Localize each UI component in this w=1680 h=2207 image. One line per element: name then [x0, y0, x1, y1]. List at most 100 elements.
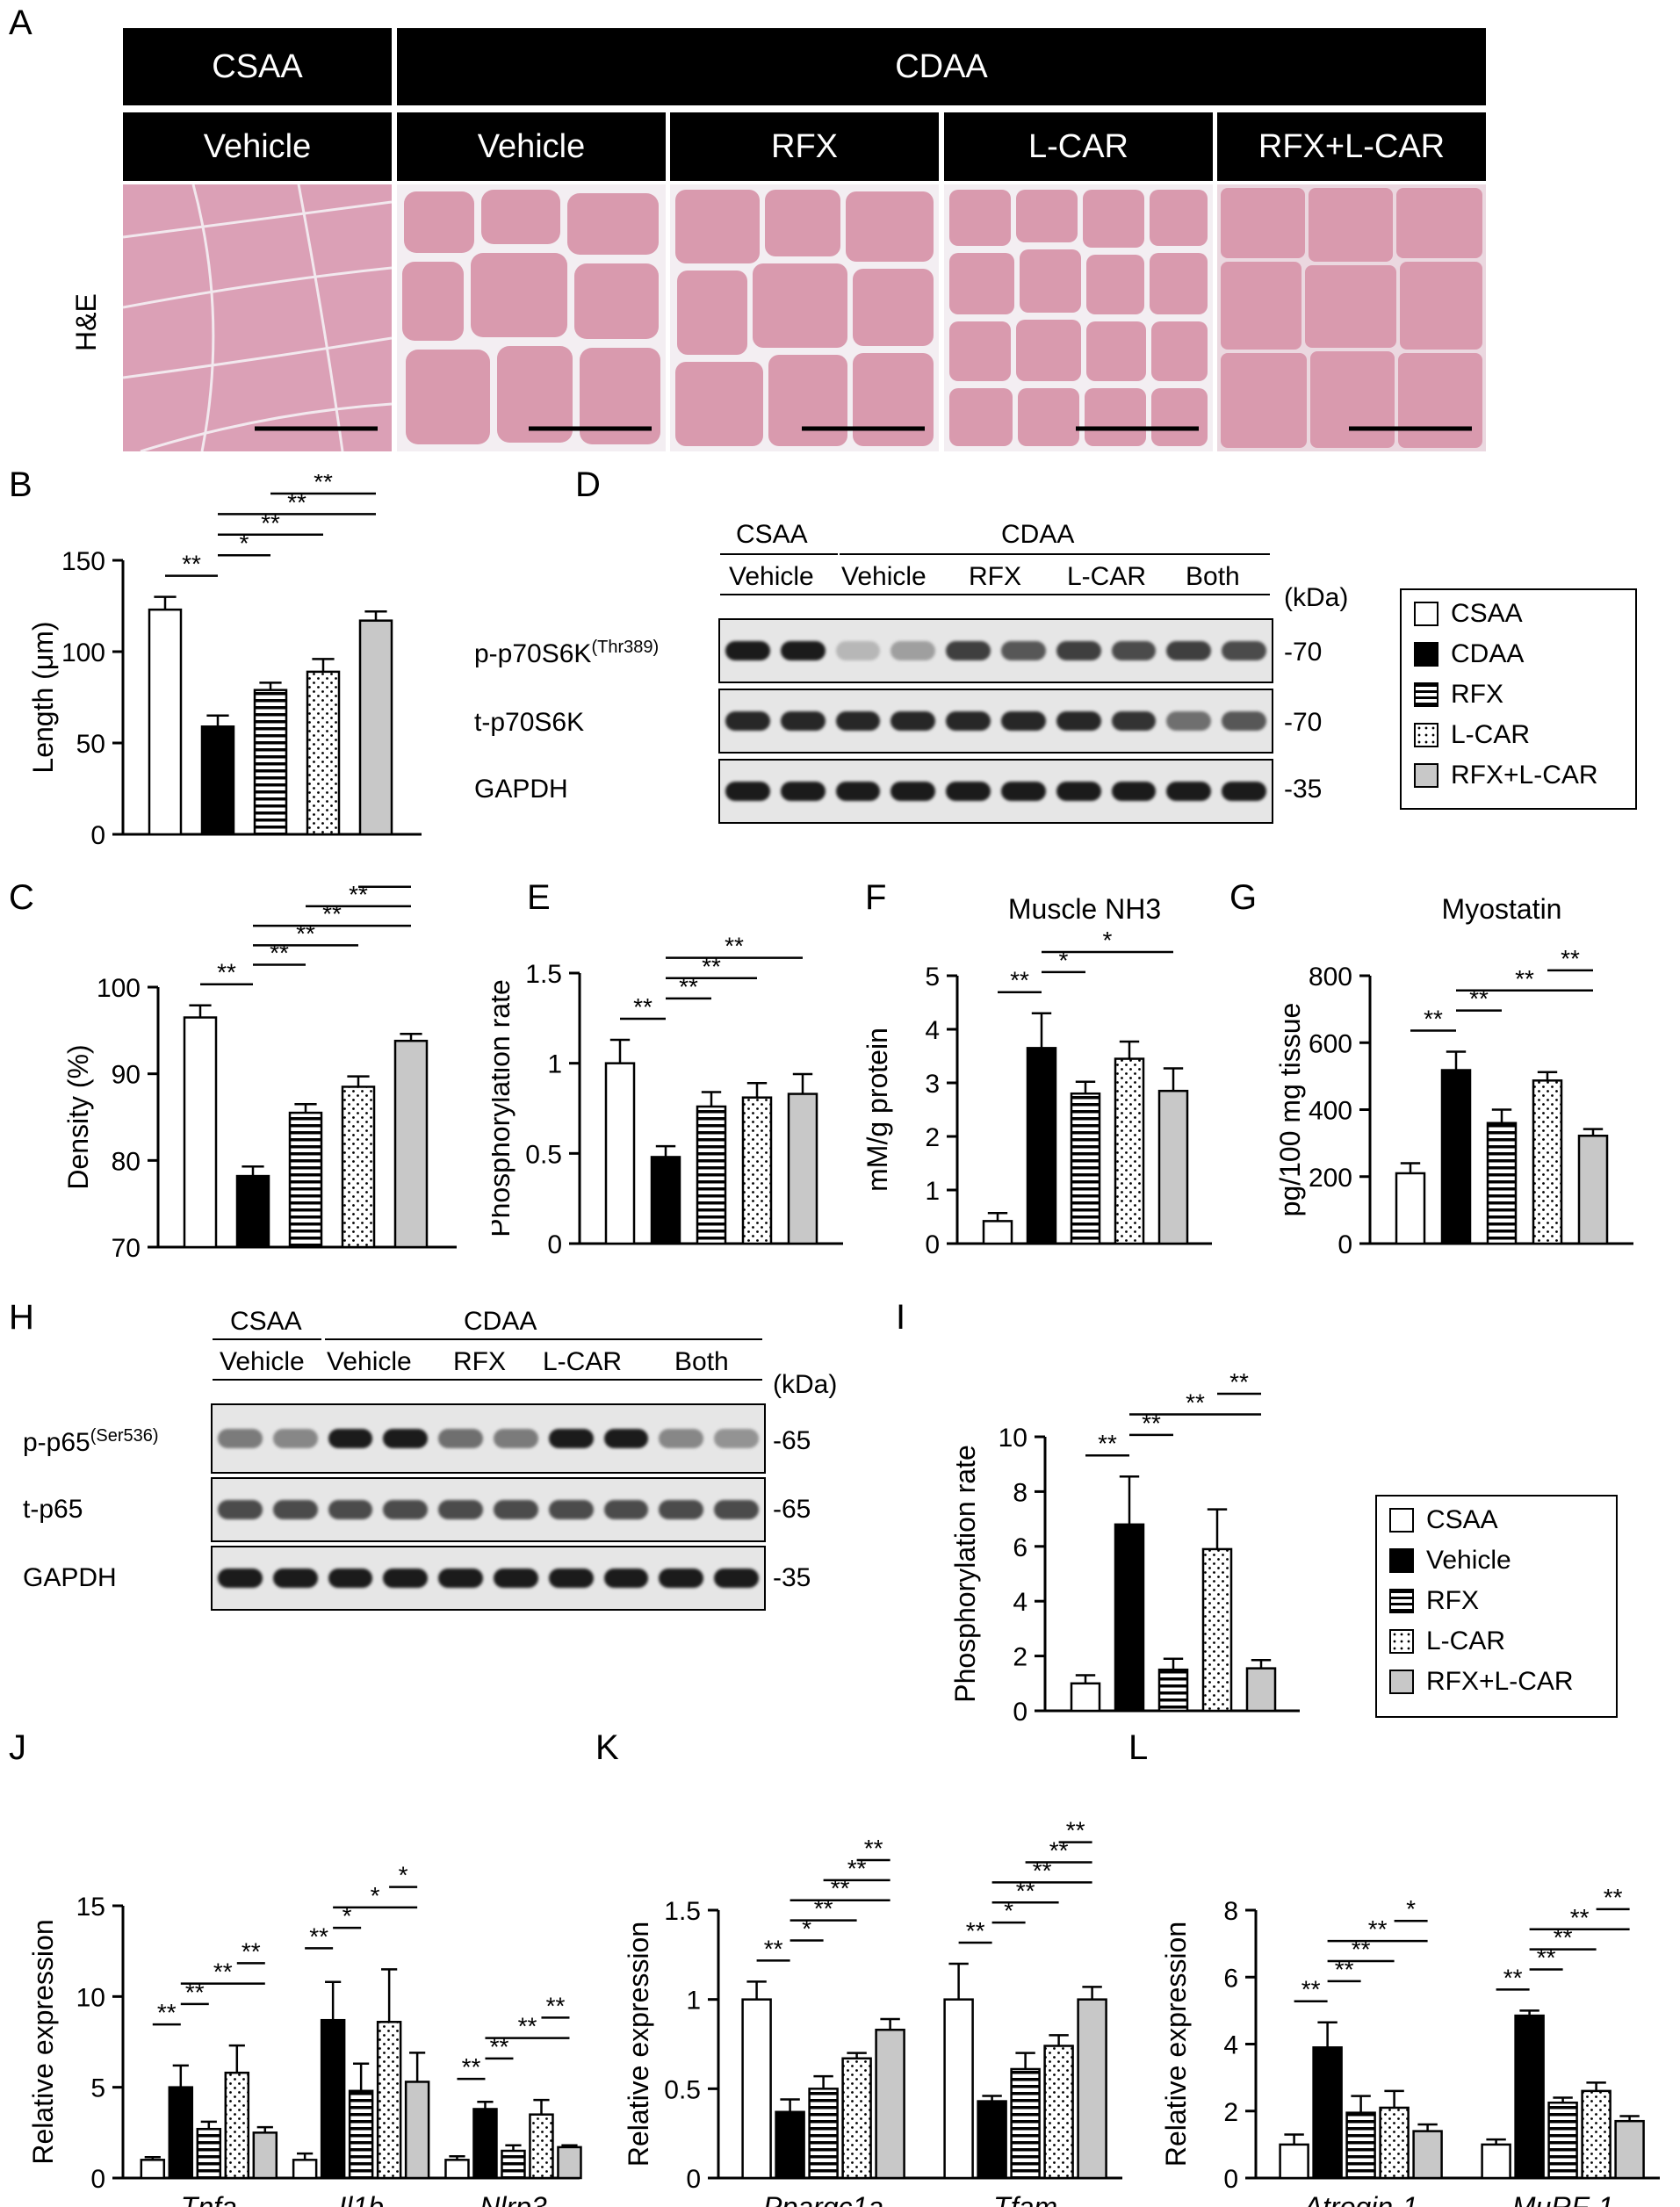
group-header-rfx: RFX	[670, 112, 939, 181]
bar-I-4	[1245, 1667, 1277, 1713]
blot-d-membrane-gapdh	[718, 759, 1273, 824]
sig-I-bracket-label-2: **	[1186, 1388, 1205, 1416]
blot-d-diet-csaa: CSAA	[736, 520, 808, 549]
legend1-swatch-rfx	[1414, 682, 1438, 707]
bar-E-1	[650, 1156, 681, 1245]
panel-label-b: B	[9, 465, 32, 504]
blot-d-band-r2-l5	[1001, 782, 1046, 801]
bar-K-g1-s0	[943, 1998, 974, 2180]
blot-h-band-r2-l0	[218, 1569, 263, 1588]
sig-L-g0-bracket-label-2: **	[1352, 1936, 1371, 1963]
blot-d-band-r0-l5	[1001, 641, 1046, 660]
sig-I-bracket-label-3: **	[1229, 1368, 1249, 1396]
blot-d-band-r1-l7	[1111, 711, 1157, 731]
sig-B-bracket-label-2: **	[261, 509, 280, 537]
legend1-label-cdaa: CDAA	[1451, 639, 1525, 668]
blot-d-band-r2-l8	[1166, 782, 1212, 801]
blot-d-band-r1-l8	[1166, 711, 1212, 731]
sig-B-bracket-label-4: **	[314, 474, 333, 495]
bar-E-0	[604, 1062, 636, 1245]
blot-h-cdaa-line	[325, 1338, 762, 1340]
blot-h-band-r1-l3	[383, 1500, 429, 1519]
legend1-swatch-rfx-lcar	[1414, 763, 1438, 788]
bar-J-g1-s0	[292, 2159, 318, 2180]
y-tick-label-B-1: 50	[76, 730, 105, 759]
bar-I-2	[1157, 1668, 1189, 1713]
blot-d-band-r2-l1	[780, 782, 826, 801]
bar-J-g2-s3	[529, 2113, 554, 2180]
sig-C-bracket-label-2: **	[296, 920, 315, 947]
y-tick-label-L-1: 2	[1223, 2098, 1238, 2127]
category-label-J-2: Nlrp3	[479, 2191, 547, 2207]
blot-h-band-r2-l2	[328, 1569, 373, 1588]
legend2-swatch-rfx-lcar	[1389, 1670, 1414, 1694]
bar-G-0	[1395, 1172, 1426, 1245]
blot-d-group-vehicle-csaa: Vehicle	[729, 562, 814, 591]
panel-label-g: G	[1229, 878, 1258, 917]
y-tick-label-J-3: 15	[76, 1893, 105, 1922]
y-tick-label-E-1: 0.5	[525, 1140, 562, 1169]
blot-d-cdaa-line	[840, 553, 1270, 555]
blot-d-band-r2-l6	[1056, 782, 1101, 801]
legend1-swatch-cdaa	[1414, 642, 1438, 667]
sig-E-bracket-label-2: **	[702, 953, 721, 980]
category-label-K-1: Tfam	[993, 2191, 1057, 2207]
blot-d-group-vehicle: Vehicle	[841, 562, 927, 591]
sig-G-bracket-label-3: **	[1561, 945, 1580, 972]
blot-d-band-r0-l3	[890, 641, 936, 660]
bar-B-0	[148, 608, 183, 836]
blot-d-band-r2-l0	[725, 782, 770, 801]
y-axis-label-L: Relative expression	[1160, 1922, 1192, 2167]
legend2-label-rfx: RFX	[1426, 1586, 1479, 1615]
sig-K-g0-bracket-label-4: **	[847, 1855, 867, 1882]
blot-h-kda-p-p65: -65	[773, 1426, 811, 1455]
y-axis-label-B: Length (μm)	[27, 621, 59, 773]
panel-label-k: K	[595, 1728, 619, 1767]
y-tick-label-B-2: 100	[61, 638, 105, 667]
sig-F-bracket-label-0: **	[1010, 967, 1029, 994]
y-tick-label-F-1: 1	[925, 1177, 940, 1206]
bar-G-2	[1486, 1122, 1518, 1245]
y-axis-label-G: pg/100 mg tissue	[1274, 1003, 1306, 1217]
group-header-rfx-lcar: RFX+L-CAR	[1217, 112, 1486, 181]
diet-header-cdaa: CDAA	[397, 28, 1486, 105]
y-axis-label-K: Relative expression	[623, 1922, 654, 2167]
blot-d-group-rfx: RFX	[969, 562, 1021, 591]
bar-J-g0-s0	[140, 2159, 166, 2180]
blot-h-band-r0-l3	[383, 1429, 429, 1448]
blot-d-band-r2-l7	[1111, 782, 1157, 801]
sig-G-bracket-label-1: **	[1469, 985, 1489, 1013]
y-tick-label-F-2: 2	[925, 1123, 940, 1152]
blot-d-band-r2-l9	[1222, 782, 1266, 801]
blot-d-band-r2-l4	[946, 782, 991, 801]
bar-E-4	[787, 1093, 818, 1245]
group-header-lcar: L-CAR	[944, 112, 1213, 181]
sig-J-g1-bracket-label-0: **	[309, 1922, 328, 1950]
y-axis-label-J: Relative expression	[27, 1919, 59, 2164]
sig-K-g1-bracket-label-2: **	[1016, 1877, 1035, 1904]
bar-K-g0-s4	[875, 2028, 905, 2180]
legend2-label-vehicle: Vehicle	[1426, 1546, 1511, 1575]
blot-d-kda-header: (kDa)	[1284, 583, 1349, 612]
bar-F-3	[1114, 1057, 1145, 1245]
legend1-item-csaa: CSAA	[1414, 599, 1523, 629]
blot-h-band-r2-l8	[659, 1569, 704, 1588]
y-tick-label-G-4: 800	[1309, 963, 1352, 992]
blot-d-row-label-p-p70s6k-text: p-p70S6K	[474, 639, 592, 668]
blot-d-kda-gapdh: -35	[1284, 775, 1323, 804]
bar-J-g2-s0	[444, 2159, 470, 2180]
diet-header-csaa: CSAA	[123, 28, 392, 105]
bar-J-g2-s1	[472, 2108, 498, 2180]
blot-d-row-label-gapdh: GAPDH	[474, 775, 568, 804]
legend2-item-vehicle: Vehicle	[1389, 1546, 1511, 1576]
blot-h-band-r0-l6	[548, 1429, 594, 1448]
blot-d-band-r1-l6	[1056, 711, 1101, 731]
sig-K-g0-bracket-label-5: **	[864, 1835, 883, 1862]
blot-d-band-r1-l3	[890, 711, 936, 731]
blot-d-kda-p-p70s6k: -70	[1284, 638, 1323, 667]
blot-d-band-r2-l2	[835, 782, 881, 801]
sig-B-bracket-label-5: *	[345, 474, 355, 475]
bar-G-4	[1577, 1134, 1609, 1245]
bar-L-g1-s3	[1581, 2089, 1612, 2180]
